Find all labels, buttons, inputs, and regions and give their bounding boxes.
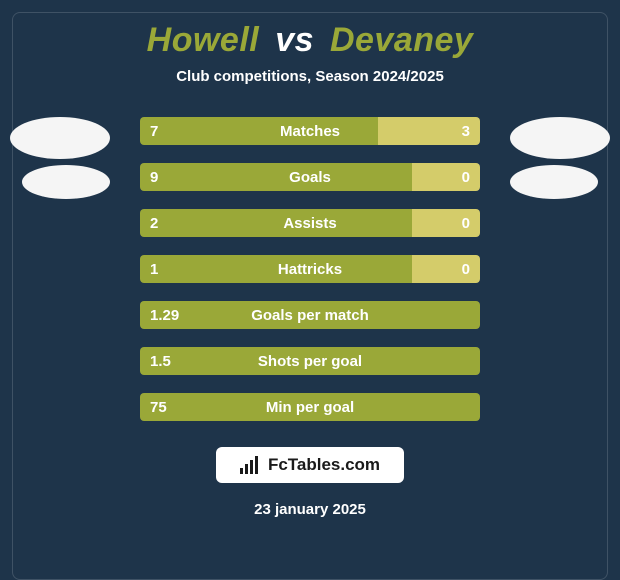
footer-logo-text: FcTables.com bbox=[268, 455, 380, 475]
stat-row: 10Hattricks bbox=[140, 255, 480, 283]
stat-bars: 73Matches 90Goals 20Assists 10Hattricks 1.29… bbox=[140, 117, 480, 421]
stat-row: 90Goals bbox=[140, 163, 480, 191]
subtitle: Club competitions, Season 2024/2025 bbox=[176, 68, 444, 85]
avatar-right-1 bbox=[510, 117, 610, 159]
bars-wrap: 73Matches 90Goals 20Assists 10Hattricks 1.29… bbox=[140, 117, 480, 421]
avatar-left-1 bbox=[10, 117, 110, 159]
stat-left-value: 1.29 bbox=[140, 301, 480, 329]
stat-left-value: 75 bbox=[140, 393, 480, 421]
stat-right-value: 0 bbox=[412, 163, 480, 191]
stats-area: 73Matches 90Goals 20Assists 10Hattricks 1.29… bbox=[13, 117, 607, 421]
stat-right-value: 0 bbox=[412, 209, 480, 237]
chart-icon bbox=[240, 456, 260, 474]
comparison-card: Howell vs Devaney Club competitions, Sea… bbox=[0, 0, 620, 580]
stat-left-value: 2 bbox=[140, 209, 412, 237]
stat-left-value: 7 bbox=[140, 117, 378, 145]
title-player1: Howell bbox=[147, 21, 260, 59]
stat-row: 1.29Goals per match bbox=[140, 301, 480, 329]
stat-left-value: 1 bbox=[140, 255, 412, 283]
page-title: Howell vs Devaney bbox=[147, 21, 474, 60]
footer-logo: FcTables.com bbox=[216, 447, 404, 483]
stat-right-value: 3 bbox=[378, 117, 480, 145]
footer-date: 23 january 2025 bbox=[254, 501, 366, 518]
stat-row: 75Min per goal bbox=[140, 393, 480, 421]
stat-row: 1.5Shots per goal bbox=[140, 347, 480, 375]
title-player2: Devaney bbox=[330, 21, 473, 59]
stat-left-value: 1.5 bbox=[140, 347, 480, 375]
title-vs: vs bbox=[275, 21, 314, 59]
stat-left-value: 9 bbox=[140, 163, 412, 191]
avatar-right-2 bbox=[510, 165, 598, 199]
card-inner: Howell vs Devaney Club competitions, Sea… bbox=[12, 12, 608, 580]
stat-right-value: 0 bbox=[412, 255, 480, 283]
stat-row: 20Assists bbox=[140, 209, 480, 237]
stat-row: 73Matches bbox=[140, 117, 480, 145]
avatar-left-2 bbox=[22, 165, 110, 199]
